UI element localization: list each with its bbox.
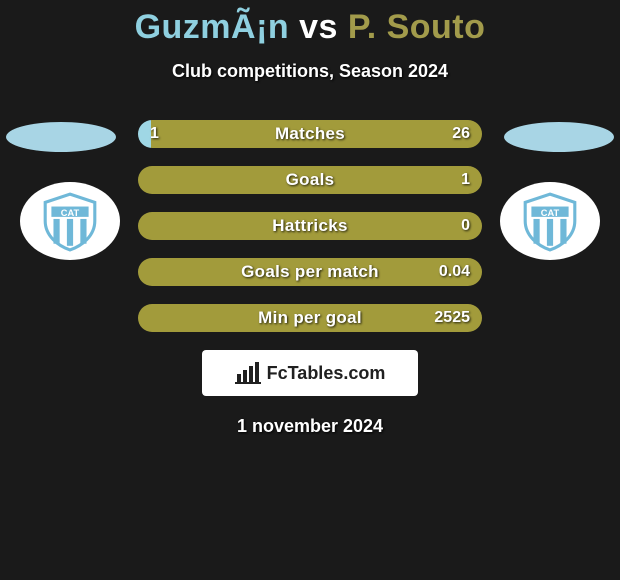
stat-row: Min per goal2525 [138, 304, 482, 332]
brand-text: FcTables.com [267, 363, 386, 384]
player1-avatar-placeholder [6, 122, 116, 152]
title-player2: P. Souto [348, 8, 486, 46]
title-player1: GuzmÃ¡n [135, 8, 290, 46]
stat-value-left: 1 [138, 120, 171, 148]
bar-chart-icon [235, 362, 261, 384]
svg-text:CAT: CAT [541, 208, 560, 218]
stat-row: Matches1 26 [138, 120, 482, 148]
stat-label: Matches [138, 120, 482, 148]
stat-row: Goals per match0.04 [138, 258, 482, 286]
player2-avatar-placeholder [504, 122, 614, 152]
stat-label: Goals [138, 166, 482, 194]
player2-club-badge: CAT [500, 182, 600, 260]
subtitle: Club competitions, Season 2024 [0, 61, 620, 82]
stat-value-right: 2525 [422, 304, 482, 332]
stat-row: Goals1 [138, 166, 482, 194]
stat-value-right: 1 [449, 166, 482, 194]
date-line: 1 november 2024 [0, 416, 620, 437]
club-shield-icon: CAT [39, 190, 101, 252]
stat-value-right: 0 [449, 212, 482, 240]
player1-club-badge: CAT [20, 182, 120, 260]
brand-box: FcTables.com [202, 350, 418, 396]
svg-text:CAT: CAT [61, 208, 80, 218]
page-title: GuzmÃ¡n vs P. Souto [0, 8, 620, 47]
stat-value-right: 0.04 [427, 258, 482, 286]
stat-label: Hattricks [138, 212, 482, 240]
stat-value-right: 26 [440, 120, 482, 148]
stat-row: Hattricks0 [138, 212, 482, 240]
title-vs: vs [299, 8, 338, 46]
comparison-bars: Matches126Goals1Hattricks0Goals per matc… [138, 120, 482, 332]
club-shield-icon: CAT [519, 190, 581, 252]
